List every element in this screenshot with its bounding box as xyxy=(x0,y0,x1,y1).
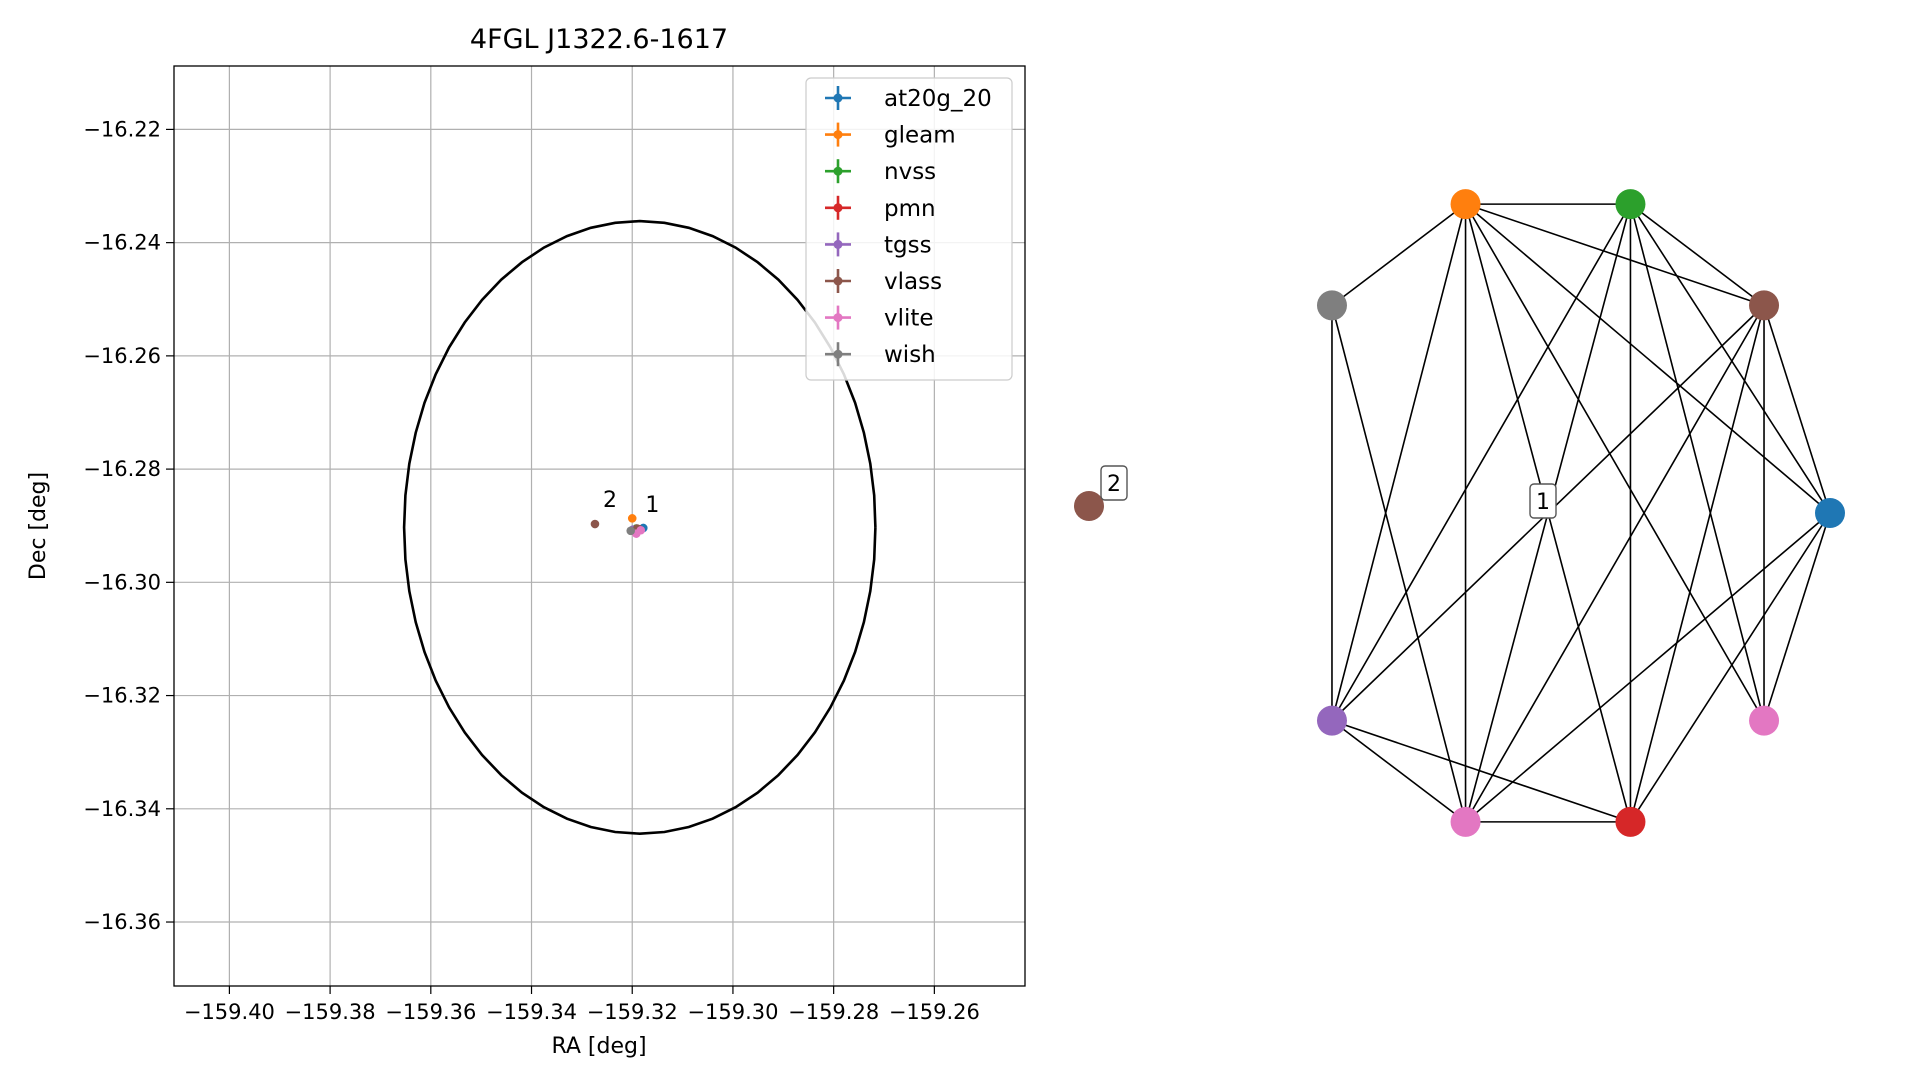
legend-marker-at20g_20 xyxy=(833,93,843,103)
graph-edge xyxy=(1331,203,1632,722)
legend-label-gleam: gleam xyxy=(884,123,956,149)
x-tick-label: −159.40 xyxy=(184,1000,275,1024)
point-gleam xyxy=(627,514,637,523)
network-label-box xyxy=(1100,465,1128,501)
cluster-label: 2 xyxy=(603,488,617,513)
graph-edge xyxy=(1465,512,1831,823)
graph-node-vlite_b xyxy=(1450,806,1481,837)
network-label-box xyxy=(1529,483,1557,519)
graph-edge xyxy=(1331,719,1467,823)
legend-marker-tgss xyxy=(833,239,843,249)
point-wish xyxy=(626,526,636,536)
x-tick-label: −159.34 xyxy=(486,1000,577,1024)
plot-title: 4FGL J1322.6-1617 xyxy=(470,24,728,55)
legend-label-vlite: vlite xyxy=(884,306,934,332)
legend-frame xyxy=(805,77,1013,381)
graph-node-pmn xyxy=(1615,806,1646,837)
graph-node-nvss xyxy=(1615,189,1646,220)
graph-edge xyxy=(1464,203,1765,722)
y-tick-layer: −16.22 −16.24 −16.26 −16.28 −16.30 −16.32 −16.… xyxy=(83,117,174,934)
localization-ellipse xyxy=(402,219,877,836)
y-tick-label: −16.28 xyxy=(83,457,161,481)
graph-edge xyxy=(1763,512,1831,721)
point-vlass xyxy=(590,519,600,529)
legend-label-tgss: tgss xyxy=(884,232,932,258)
network-label-layer: 12 xyxy=(1100,465,1557,519)
graph-edge xyxy=(1465,203,1831,514)
y-tick-label: −16.30 xyxy=(83,570,161,594)
graph-edge xyxy=(1331,203,1467,721)
point-vlite xyxy=(636,525,646,535)
legend-marker-wish xyxy=(833,349,843,359)
x-tick-label: −159.36 xyxy=(385,1000,476,1024)
scatter-panel: 4FGL J1322.6-1617 12 −159.40 −159.38 −159.… xyxy=(26,24,1026,1059)
graph-node-at20g_20 xyxy=(1815,498,1845,528)
y-tick-label: −16.26 xyxy=(83,344,161,368)
graph-edge xyxy=(1763,305,1831,514)
graph-edge xyxy=(1331,719,1631,823)
legend-marker-nvss xyxy=(833,166,843,176)
x-tick-label: −159.32 xyxy=(587,1000,678,1024)
graph-edge xyxy=(1465,203,1765,307)
plot-frame xyxy=(173,65,1026,987)
y-tick-label: −16.34 xyxy=(83,797,161,821)
x-tick-label: −159.28 xyxy=(788,1000,879,1024)
legend-marker-gleam xyxy=(833,130,843,140)
grid-layer xyxy=(174,66,1025,986)
legend-marker-vlite xyxy=(833,313,843,323)
graph-edge xyxy=(1331,203,1467,307)
graph-edge xyxy=(1629,512,1831,823)
graph-node-vlass_2 xyxy=(1074,491,1104,521)
node-layer xyxy=(1074,189,1845,837)
x-tick-label: −159.26 xyxy=(889,1000,980,1024)
graph-node-wish xyxy=(1316,290,1347,321)
x-tick-layer: −159.40 −159.38 −159.36 −159.34 −159.32 −159.… xyxy=(184,986,980,1024)
legend-label-nvss: nvss xyxy=(884,159,936,185)
network-label: 1 xyxy=(1536,490,1550,515)
graph-edge xyxy=(1629,203,1831,514)
edge-layer xyxy=(1331,203,1831,823)
graph-edge xyxy=(1629,203,1765,721)
legend-label-vlass: vlass xyxy=(884,269,942,295)
legend-label-wish: wish xyxy=(884,342,936,368)
ellipse-layer xyxy=(402,219,877,836)
y-tick-label: −16.24 xyxy=(83,231,161,255)
graph-node-gleam xyxy=(1450,189,1481,220)
x-axis-label: RA [deg] xyxy=(551,1034,646,1059)
x-tick-label: −159.38 xyxy=(285,1000,376,1024)
legend-label-at20g_20: at20g_20 xyxy=(884,86,992,112)
cluster-label: 1 xyxy=(645,493,659,518)
y-tick-label: −16.36 xyxy=(83,910,161,934)
graph-edge xyxy=(1331,305,1467,823)
legend-marker-vlass xyxy=(833,276,843,286)
network-label: 2 xyxy=(1107,472,1121,497)
legend-marker-pmn xyxy=(833,203,843,213)
x-tick-label: −159.30 xyxy=(687,1000,778,1024)
points-layer xyxy=(590,514,648,538)
annotation-layer: 12 xyxy=(603,488,659,518)
y-tick-label: −16.22 xyxy=(83,117,161,141)
graph-edge xyxy=(1629,203,1765,307)
network-panel: 12 xyxy=(1074,189,1845,837)
graph-edge xyxy=(1464,304,1765,823)
graph-node-tgss xyxy=(1316,705,1347,736)
y-tick-label: −16.32 xyxy=(83,684,161,708)
graph-node-vlass xyxy=(1749,290,1780,321)
legend-label-pmn: pmn xyxy=(884,196,936,222)
y-axis-label: Dec [deg] xyxy=(26,472,51,580)
graph-node-vlite_a xyxy=(1749,705,1780,736)
graph-edge xyxy=(1629,305,1765,823)
